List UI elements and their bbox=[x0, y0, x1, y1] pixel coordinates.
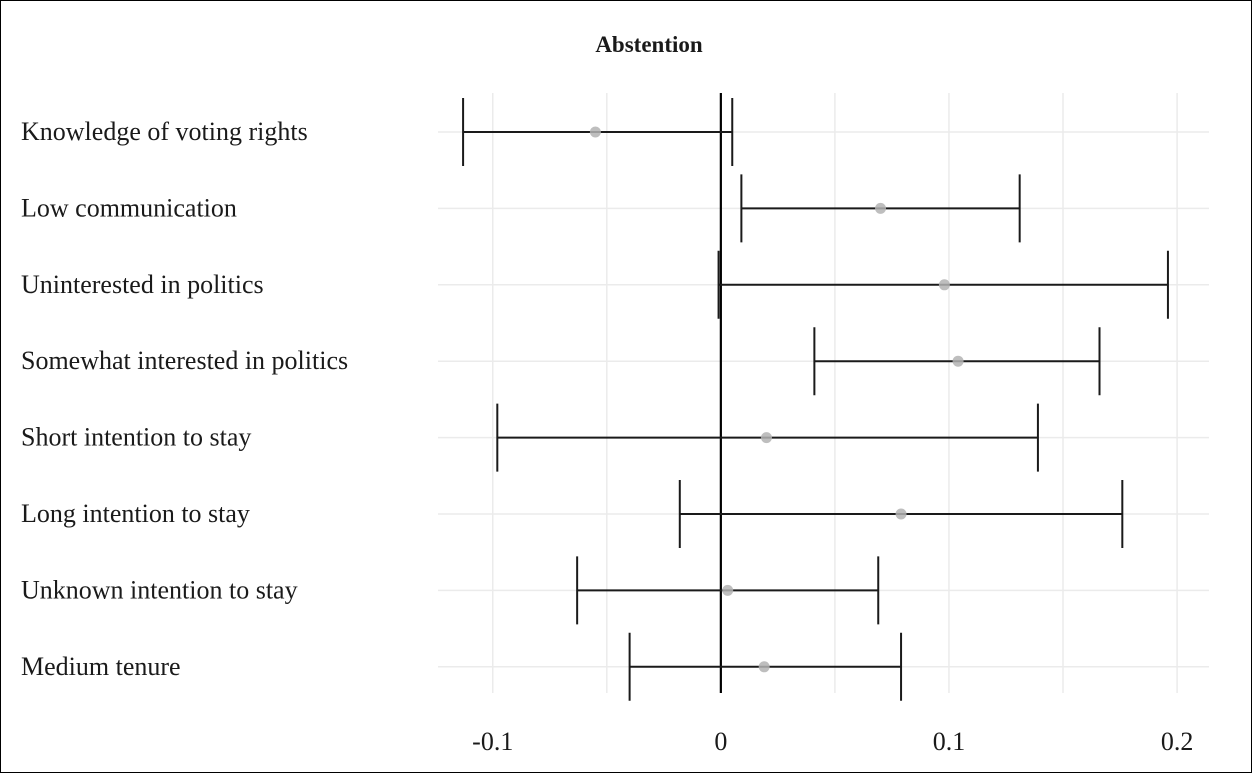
point-estimate bbox=[760, 432, 772, 444]
category-label: Long intention to stay bbox=[21, 499, 250, 528]
point-estimate bbox=[722, 584, 734, 596]
grid-layer bbox=[438, 93, 1209, 693]
point-estimate bbox=[895, 508, 907, 520]
category-label: Unknown intention to stay bbox=[21, 575, 298, 604]
category-label: Medium tenure bbox=[21, 652, 181, 681]
x-tick-label: 0 bbox=[714, 727, 727, 756]
category-label: Knowledge of voting rights bbox=[21, 117, 308, 146]
point-estimate bbox=[589, 126, 601, 138]
chart-title: Abstention bbox=[595, 32, 703, 57]
errorbar-layer bbox=[462, 98, 1169, 701]
category-label: Somewhat interested in politics bbox=[21, 346, 348, 375]
category-labels: Knowledge of voting rights Low communicat… bbox=[21, 117, 348, 681]
category-label: Low communication bbox=[21, 193, 237, 222]
x-tick-label: 0.1 bbox=[933, 727, 966, 756]
point-estimate bbox=[758, 661, 770, 673]
category-label: Short intention to stay bbox=[21, 423, 251, 452]
category-label: Uninterested in politics bbox=[21, 270, 264, 299]
point-estimate bbox=[938, 279, 950, 291]
point-estimate-layer bbox=[589, 126, 964, 673]
point-estimate bbox=[875, 202, 887, 214]
x-tick-labels: -0.1 0 0.1 0.2 bbox=[472, 727, 1193, 756]
point-estimate bbox=[952, 355, 964, 367]
x-tick-label: 0.2 bbox=[1161, 727, 1194, 756]
x-tick-label: -0.1 bbox=[472, 727, 513, 756]
